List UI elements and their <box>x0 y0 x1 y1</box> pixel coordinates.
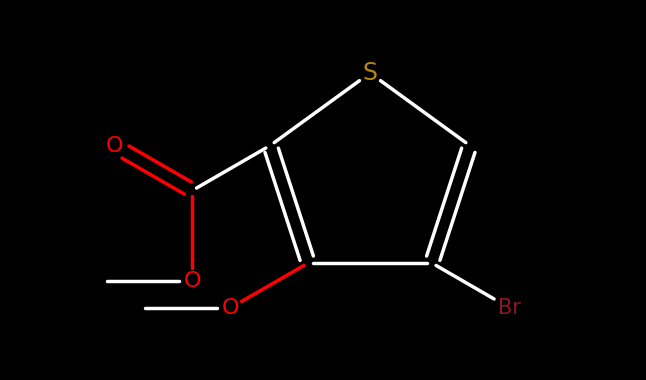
Text: O: O <box>183 271 201 291</box>
Text: O: O <box>222 298 239 318</box>
Text: S: S <box>362 61 377 85</box>
Text: Br: Br <box>498 298 521 318</box>
Text: O: O <box>105 136 123 155</box>
